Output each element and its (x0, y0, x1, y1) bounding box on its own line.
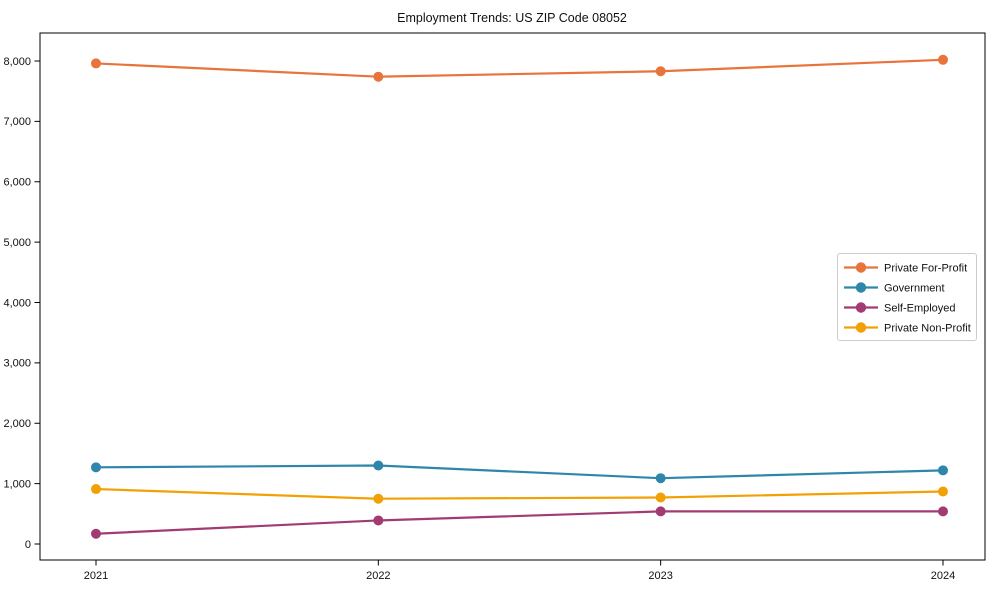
y-axis: 0 1,000 2,000 3,000 4,000 5,000 6,000 7,000 8,00… (3, 56, 40, 551)
legend-item-self-employed: Self-Employed (844, 302, 956, 314)
legend-label-government: Government (884, 282, 945, 294)
data-point-self-employed-2024 (938, 506, 948, 517)
data-point-private-for-profit-2021 (91, 58, 101, 69)
data-point-private-non-profit-2022 (373, 493, 384, 504)
legend-label-private-non-profit: Private Non-Profit (884, 322, 971, 334)
series-line-private-for-profit (94, 58, 945, 78)
data-point-self-employed-2022 (373, 515, 384, 526)
x-tick-label: 2023 (648, 570, 672, 582)
series-line-private-non-profit (94, 487, 945, 500)
series-line-government (94, 464, 945, 480)
x-tick-label: 2022 (366, 570, 390, 582)
series-group (91, 54, 948, 539)
data-point-private-for-profit-2023 (655, 66, 666, 77)
x-tick-label: 2024 (931, 570, 955, 582)
legend-item-government: Government (844, 282, 945, 294)
legend-box (837, 253, 977, 341)
legend-item-private-non-profit: Private Non-Profit (844, 322, 971, 334)
data-point-private-for-profit-2024 (938, 54, 948, 65)
legend-item-private-for-profit: Private For-Profit (844, 262, 967, 274)
y-tick-label: 5,000 (3, 237, 31, 249)
data-point-private-non-profit-2021 (91, 484, 101, 495)
legend-marker-icon-self-employed (855, 302, 867, 313)
legend: Private For-Profit Government Self-Employe… (837, 253, 977, 341)
legend-label-private-for-profit: Private For-Profit (884, 262, 967, 274)
y-tick-label: 1,000 (3, 478, 31, 490)
data-point-private-for-profit-2022 (373, 71, 384, 82)
y-tick-label: 8,000 (3, 56, 31, 68)
legend-marker-icon-government (855, 282, 867, 293)
legend-marker-icon-private-for-profit (855, 262, 867, 273)
chart-title: Employment Trends: US ZIP Code 08052 (397, 11, 627, 25)
x-axis: 2021 2022 2023 2024 (84, 560, 955, 582)
data-point-government-2023 (655, 473, 666, 484)
y-tick-label: 6,000 (3, 177, 31, 189)
y-tick-label: 4,000 (3, 297, 31, 309)
x-tick-label: 2021 (84, 570, 108, 582)
data-point-private-non-profit-2023 (655, 492, 666, 503)
data-point-private-non-profit-2024 (938, 486, 948, 497)
data-point-government-2024 (938, 465, 948, 476)
legend-marker-icon-private-non-profit (855, 322, 867, 333)
data-point-self-employed-2021 (91, 528, 101, 539)
legend-label-self-employed: Self-Employed (884, 302, 956, 314)
y-tick-label: 2,000 (3, 418, 31, 430)
y-tick-label: 7,000 (3, 116, 31, 128)
data-point-self-employed-2023 (655, 506, 666, 517)
y-tick-label: 3,000 (3, 358, 31, 370)
series-line-self-employed (94, 510, 945, 535)
data-point-government-2021 (91, 462, 101, 473)
y-tick-label: 0 (25, 539, 31, 551)
data-point-government-2022 (373, 460, 384, 471)
